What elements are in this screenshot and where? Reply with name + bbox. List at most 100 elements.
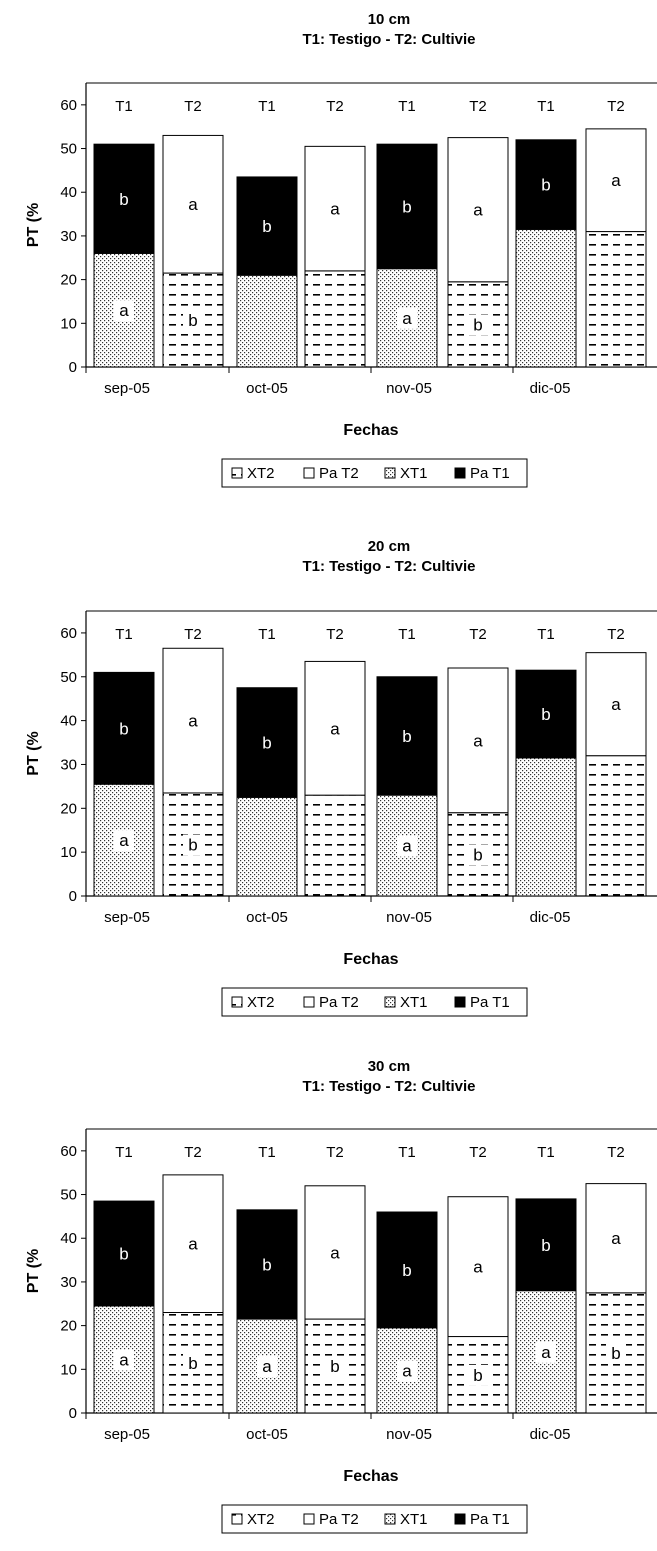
- y-tick-label: 0: [69, 888, 77, 905]
- y-tick-label: 60: [60, 625, 77, 642]
- y-tick-label: 40: [60, 713, 77, 730]
- y-tick-label: 0: [69, 359, 77, 376]
- bar-pa-t2-oct-05: [304, 1185, 366, 1320]
- bar-pa-t1-nov-05: [376, 143, 438, 270]
- legend-swatch: [231, 996, 243, 1008]
- bar-treatment-label: T2: [184, 98, 202, 115]
- bar-pa-significance-label: b: [262, 734, 271, 753]
- bar-pa-t2-nov-05: [447, 137, 509, 283]
- x-axis-label: Fechas: [343, 951, 398, 968]
- x-tick-label: oct-05: [246, 1426, 288, 1443]
- bar-pa-significance-label: b: [402, 197, 411, 216]
- bar-x-label-bg: [183, 310, 203, 332]
- bar-pa-significance-label: b: [119, 1245, 128, 1264]
- legend-entry: Pa T1: [470, 1511, 510, 1528]
- bar-pa-significance-label: a: [188, 1235, 198, 1254]
- legend-entry: Pa T2: [319, 465, 359, 482]
- bar-pa-significance-label: a: [473, 1258, 483, 1277]
- bar-x-significance-label: b: [188, 311, 197, 330]
- bar-x-label-bg: [468, 844, 488, 866]
- bar-pa-t2-dic-05: [585, 1183, 647, 1294]
- bar-pa-significance-label: b: [541, 1236, 550, 1255]
- legend-box: [221, 458, 528, 488]
- bar-pa-t1-sep-05: [93, 671, 155, 785]
- bar-pa-t2-nov-05: [447, 1196, 509, 1338]
- legend-swatch: [303, 996, 315, 1008]
- bar-pa-significance-label: b: [119, 719, 128, 738]
- bar-treatment-label: T2: [469, 626, 487, 643]
- y-tick-label: 20: [60, 272, 77, 289]
- bar-x-significance-label: b: [473, 845, 482, 864]
- bar-x-significance-label: a: [262, 1357, 272, 1376]
- legend-swatch: [454, 996, 466, 1008]
- chart-panel-3: 30 cm T1: Testigo - T2: Cultivie 0 10 20 30 40…: [25, 1058, 657, 1534]
- bar-treatment-label: T2: [326, 626, 344, 643]
- legend-swatch: [454, 467, 466, 479]
- bar-x-label-bg: [606, 1342, 626, 1364]
- x-tick-label: sep-05: [104, 1426, 150, 1443]
- bar-pa-significance-label: a: [473, 201, 483, 220]
- bar-treatment-label: T1: [115, 626, 133, 643]
- bar-x-label-bg: [183, 1352, 203, 1374]
- chart-title: 10 cm: [368, 11, 411, 28]
- legend-swatch: [384, 467, 396, 479]
- x-tick-label: oct-05: [246, 380, 288, 397]
- legend-swatch: [231, 467, 243, 479]
- bar-x-significance-label: b: [611, 1344, 620, 1363]
- bar-pa-significance-label: a: [188, 195, 198, 214]
- x-tick-label: dic-05: [530, 909, 571, 926]
- bar-pa-significance-label: a: [611, 1229, 621, 1248]
- bar-x-label-bg: [325, 1356, 345, 1378]
- bar-x-t2-dic-05: [585, 231, 647, 368]
- bar-treatment-label: T1: [258, 1144, 276, 1161]
- bar-x-t1-dic-05: [515, 228, 577, 368]
- bar-x-significance-label: a: [119, 301, 129, 320]
- bar-pa-significance-label: a: [611, 171, 621, 190]
- bar-pa-t1-dic-05: [515, 1198, 577, 1292]
- y-tick-label: 40: [60, 1230, 77, 1247]
- bar-treatment-label: T2: [607, 626, 625, 643]
- legend-entry: XT1: [400, 994, 428, 1011]
- bar-x-significance-label: b: [330, 1357, 339, 1376]
- bar-treatment-label: T1: [258, 98, 276, 115]
- y-tick-label: 10: [60, 315, 77, 332]
- bar-x-significance-label: a: [119, 1350, 129, 1369]
- y-tick-label: 60: [60, 1143, 77, 1160]
- y-tick-label: 10: [60, 844, 77, 861]
- y-tick-label: 50: [60, 669, 77, 686]
- bar-x-significance-label: b: [473, 315, 482, 334]
- bar-treatment-label: T2: [469, 98, 487, 115]
- bar-treatment-label: T1: [115, 1144, 133, 1161]
- bar-pa-t2-nov-05: [447, 667, 509, 814]
- bar-pa-significance-label: b: [262, 1255, 271, 1274]
- y-tick-label: 20: [60, 800, 77, 817]
- bar-pa-t1-sep-05: [93, 143, 155, 254]
- chart-subtitle: T1: Testigo - T2: Cultivie: [302, 558, 475, 575]
- bar-treatment-label: T1: [115, 98, 133, 115]
- bar-treatment-label: T2: [184, 1144, 202, 1161]
- legend-swatch: [454, 1513, 466, 1525]
- bar-pa-significance-label: a: [330, 719, 340, 738]
- legend-entry: Pa T2: [319, 1511, 359, 1528]
- chart-subtitle: T1: Testigo - T2: Cultivie: [302, 1078, 475, 1095]
- bar-treatment-label: T1: [537, 98, 555, 115]
- bar-treatment-label: T1: [398, 98, 416, 115]
- bar-treatment-label: T2: [184, 626, 202, 643]
- x-axis-label: Fechas: [343, 422, 398, 439]
- x-tick-label: nov-05: [386, 909, 432, 926]
- bar-pa-t1-dic-05: [515, 669, 577, 759]
- legend-entry: XT2: [247, 465, 275, 482]
- bar-treatment-label: T1: [537, 1144, 555, 1161]
- legend-box: [221, 1504, 528, 1534]
- legend-swatch: [303, 1513, 315, 1525]
- y-tick-label: 30: [60, 1274, 77, 1291]
- legend-swatch: [384, 996, 396, 1008]
- bar-x-t2-oct-05: [304, 794, 366, 897]
- bar-pa-t1-nov-05: [376, 1211, 438, 1329]
- bar-pa-t2-sep-05: [162, 1174, 224, 1314]
- bar-x-significance-label: a: [541, 1343, 551, 1362]
- bar-pa-t2-oct-05: [304, 145, 366, 272]
- y-tick-label: 10: [60, 1361, 77, 1378]
- bar-x-label-bg: [536, 1341, 556, 1363]
- chart-title: 30 cm: [368, 1058, 411, 1075]
